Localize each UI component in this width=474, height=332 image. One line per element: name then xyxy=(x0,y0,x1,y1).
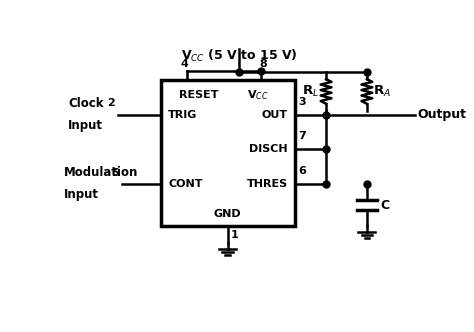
Text: 2: 2 xyxy=(107,98,115,108)
Text: Input: Input xyxy=(64,189,99,202)
Text: Output: Output xyxy=(418,108,467,121)
Text: 5: 5 xyxy=(111,168,119,178)
Text: 8: 8 xyxy=(260,59,268,69)
Text: 7: 7 xyxy=(298,131,306,141)
Text: V$_{CC}$: V$_{CC}$ xyxy=(247,88,268,102)
Text: Clock: Clock xyxy=(68,97,104,110)
Text: 4: 4 xyxy=(181,59,188,69)
Text: C: C xyxy=(381,199,390,211)
Text: RESET: RESET xyxy=(179,90,218,100)
Text: 6: 6 xyxy=(298,166,306,176)
Text: DISCH: DISCH xyxy=(249,144,288,154)
Text: OUT: OUT xyxy=(262,110,288,120)
Text: Input: Input xyxy=(68,119,103,132)
Text: V$_{CC}$ (5 V to 15 V): V$_{CC}$ (5 V to 15 V) xyxy=(181,47,297,64)
Text: TRIG: TRIG xyxy=(168,110,198,120)
Text: 1: 1 xyxy=(231,230,238,240)
Text: R$_L$: R$_L$ xyxy=(302,84,319,99)
Text: CONT: CONT xyxy=(168,179,203,189)
Text: THRES: THRES xyxy=(246,179,288,189)
Text: GND: GND xyxy=(214,209,241,219)
Text: R$_A$: R$_A$ xyxy=(374,84,392,99)
Bar xyxy=(161,80,295,226)
Text: 3: 3 xyxy=(298,97,306,107)
Text: Modulation: Modulation xyxy=(64,166,139,179)
